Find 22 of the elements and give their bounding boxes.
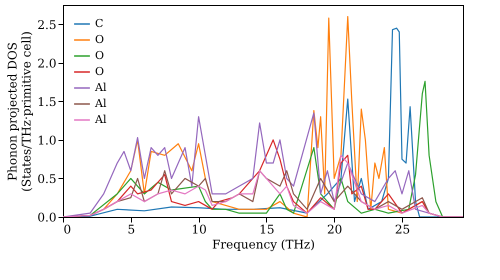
x-tick-label: 0	[64, 222, 72, 236]
legend-label: Al	[94, 97, 107, 110]
legend-label: Al	[94, 81, 107, 94]
legend-label: C	[95, 17, 104, 30]
y-tick-label: 1.0	[37, 133, 56, 148]
legend-label: Al	[94, 113, 107, 126]
y-axis-title: Phonon projected DOS (States/THz·primitive cell)	[5, 31, 34, 192]
y-tick-label: 0.0	[37, 210, 56, 224]
y-tick-label: 2.5	[37, 18, 56, 32]
x-tick-label: 15	[259, 222, 275, 236]
x-tick-label: 25	[394, 222, 410, 236]
legend-label: O	[95, 49, 104, 62]
y-tick-label: 1.5	[37, 94, 56, 109]
x-tick-label: 10	[191, 222, 207, 236]
x-tick-label: 5	[127, 222, 136, 236]
y-tick-label: 0.5	[37, 172, 56, 186]
y-tick-label: 2.0	[37, 56, 56, 70]
x-tick-label: 20	[327, 222, 342, 236]
legend-label: O	[95, 65, 104, 78]
legend-label: O	[95, 33, 104, 46]
x-axis-title: Frequency (THz)	[212, 238, 315, 252]
line-series	[63, 154, 463, 217]
